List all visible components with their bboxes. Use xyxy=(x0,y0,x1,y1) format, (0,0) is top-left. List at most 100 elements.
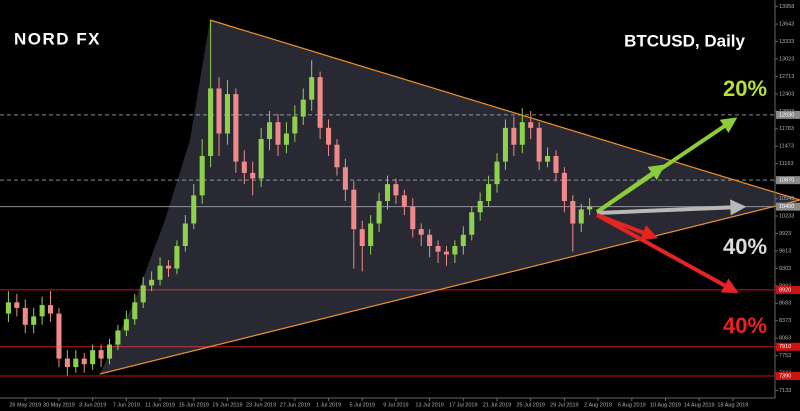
y-tick-label: 9613 xyxy=(779,248,791,254)
annotation: 40% xyxy=(723,234,767,259)
x-tick-label: 15 Jun 2019 xyxy=(179,402,209,408)
level-label-box xyxy=(776,176,800,185)
candle-body xyxy=(258,139,264,179)
candle-body xyxy=(334,144,340,168)
candle-body xyxy=(545,155,551,162)
arrow-up xyxy=(595,117,738,214)
candle-body xyxy=(553,155,559,173)
candle-body xyxy=(73,358,79,368)
candle-body xyxy=(14,302,20,308)
x-tick-label: 9 Jul 2019 xyxy=(383,402,408,408)
x-tick-label: 23 Jun 2019 xyxy=(246,402,276,408)
x-tick-label: 7 Jun 2019 xyxy=(113,402,140,408)
candle-body xyxy=(292,116,298,134)
y-tick-label: 10233 xyxy=(779,213,794,219)
candle-body xyxy=(81,358,87,365)
y-tick-label: 13958 xyxy=(779,4,794,10)
candle-body xyxy=(174,246,180,269)
axes: 1395813643133331302312713124031209311783… xyxy=(9,4,800,408)
y-tick-label: 12713 xyxy=(779,74,794,80)
candle-body xyxy=(157,265,163,280)
candle-body xyxy=(326,127,332,145)
candle-body xyxy=(351,189,357,230)
level-label: 10400 xyxy=(779,204,794,210)
y-tick-label: 10543 xyxy=(779,196,794,202)
candle-body xyxy=(452,246,458,255)
candle-body xyxy=(368,223,374,247)
candle-body xyxy=(48,305,54,314)
candle-body xyxy=(191,195,197,224)
x-tick-label: 14 Aug 2019 xyxy=(684,402,715,408)
candle-body xyxy=(182,223,188,247)
x-tick-label: 27 Jun 2019 xyxy=(280,402,310,408)
candle-body xyxy=(384,184,391,201)
x-tick-label: 11 Jun 2019 xyxy=(145,402,175,408)
candle-body xyxy=(140,285,146,303)
candle-body xyxy=(578,209,584,224)
candle-body xyxy=(418,229,424,235)
candle-body xyxy=(410,206,416,230)
x-tick-label: 19 Jun 2019 xyxy=(212,402,242,408)
candle-body xyxy=(224,94,230,134)
triangle-fill xyxy=(100,20,800,374)
y-tick-label: 13023 xyxy=(779,56,794,62)
y-tick-label: 9923 xyxy=(779,231,791,237)
candle-body xyxy=(132,302,138,320)
level-label-box xyxy=(776,372,800,381)
x-tick-label: 10 Aug 2019 xyxy=(650,402,681,408)
candle-body xyxy=(216,88,222,134)
y-tick-label: 8683 xyxy=(779,301,791,307)
candle-body xyxy=(443,251,449,255)
candle-body xyxy=(342,167,348,190)
candle-body xyxy=(39,305,45,317)
arrow-flat xyxy=(596,199,747,216)
logo: NORD FX xyxy=(14,29,101,48)
candle-body xyxy=(309,77,315,100)
candle-body xyxy=(587,206,593,210)
x-tick-label: 3 Jun 2019 xyxy=(79,402,106,408)
x-tick-label: 21 Jul 2019 xyxy=(483,402,511,408)
candle-body xyxy=(149,279,155,286)
level-label-box xyxy=(776,110,800,119)
candles xyxy=(5,20,593,376)
candle-body xyxy=(469,212,475,235)
x-tick-label: 2 Aug 2019 xyxy=(584,402,612,408)
lower-trendline xyxy=(99,199,800,375)
x-tick-label: 25 Jul 2019 xyxy=(516,402,544,408)
candle-body xyxy=(123,319,129,331)
y-tick-label: 9303 xyxy=(779,266,791,272)
level-label: 12030 xyxy=(779,112,794,118)
y-tick-label: 7133 xyxy=(779,388,791,394)
y-tick-label: 13333 xyxy=(779,39,794,45)
x-tick-label: 1 Jul 2019 xyxy=(316,402,341,408)
x-tick-label: 18 Aug 2019 xyxy=(717,402,748,408)
candle-body xyxy=(250,172,256,179)
candle-body xyxy=(519,122,525,145)
y-tick-label: 11783 xyxy=(779,126,794,132)
level-label: 8920 xyxy=(779,287,791,293)
y-tick-label: 8063 xyxy=(779,336,791,342)
candle-body xyxy=(267,122,273,140)
candle-body xyxy=(528,122,534,128)
candle-body xyxy=(494,161,500,185)
candle-body xyxy=(64,358,70,368)
candle-body xyxy=(393,184,399,196)
candle-body xyxy=(5,302,11,314)
candle-body xyxy=(376,201,382,224)
candle-body xyxy=(199,155,205,196)
candle-body xyxy=(275,122,281,145)
candle-body xyxy=(435,246,441,252)
candle-body xyxy=(427,234,433,247)
candle-body xyxy=(317,77,323,128)
candle-body xyxy=(401,195,407,207)
upper-trendline xyxy=(209,19,800,201)
y-tick-label: 7753 xyxy=(779,353,791,359)
y-tick-label: 11163 xyxy=(779,161,793,167)
candle-body xyxy=(536,127,542,162)
candle-body xyxy=(106,344,113,359)
candle-body xyxy=(22,307,28,325)
y-tick-label: 8373 xyxy=(779,318,791,324)
candle-body xyxy=(511,127,517,145)
x-tick-label: 5 Jul 2019 xyxy=(350,402,375,408)
level-label-box xyxy=(776,342,800,351)
